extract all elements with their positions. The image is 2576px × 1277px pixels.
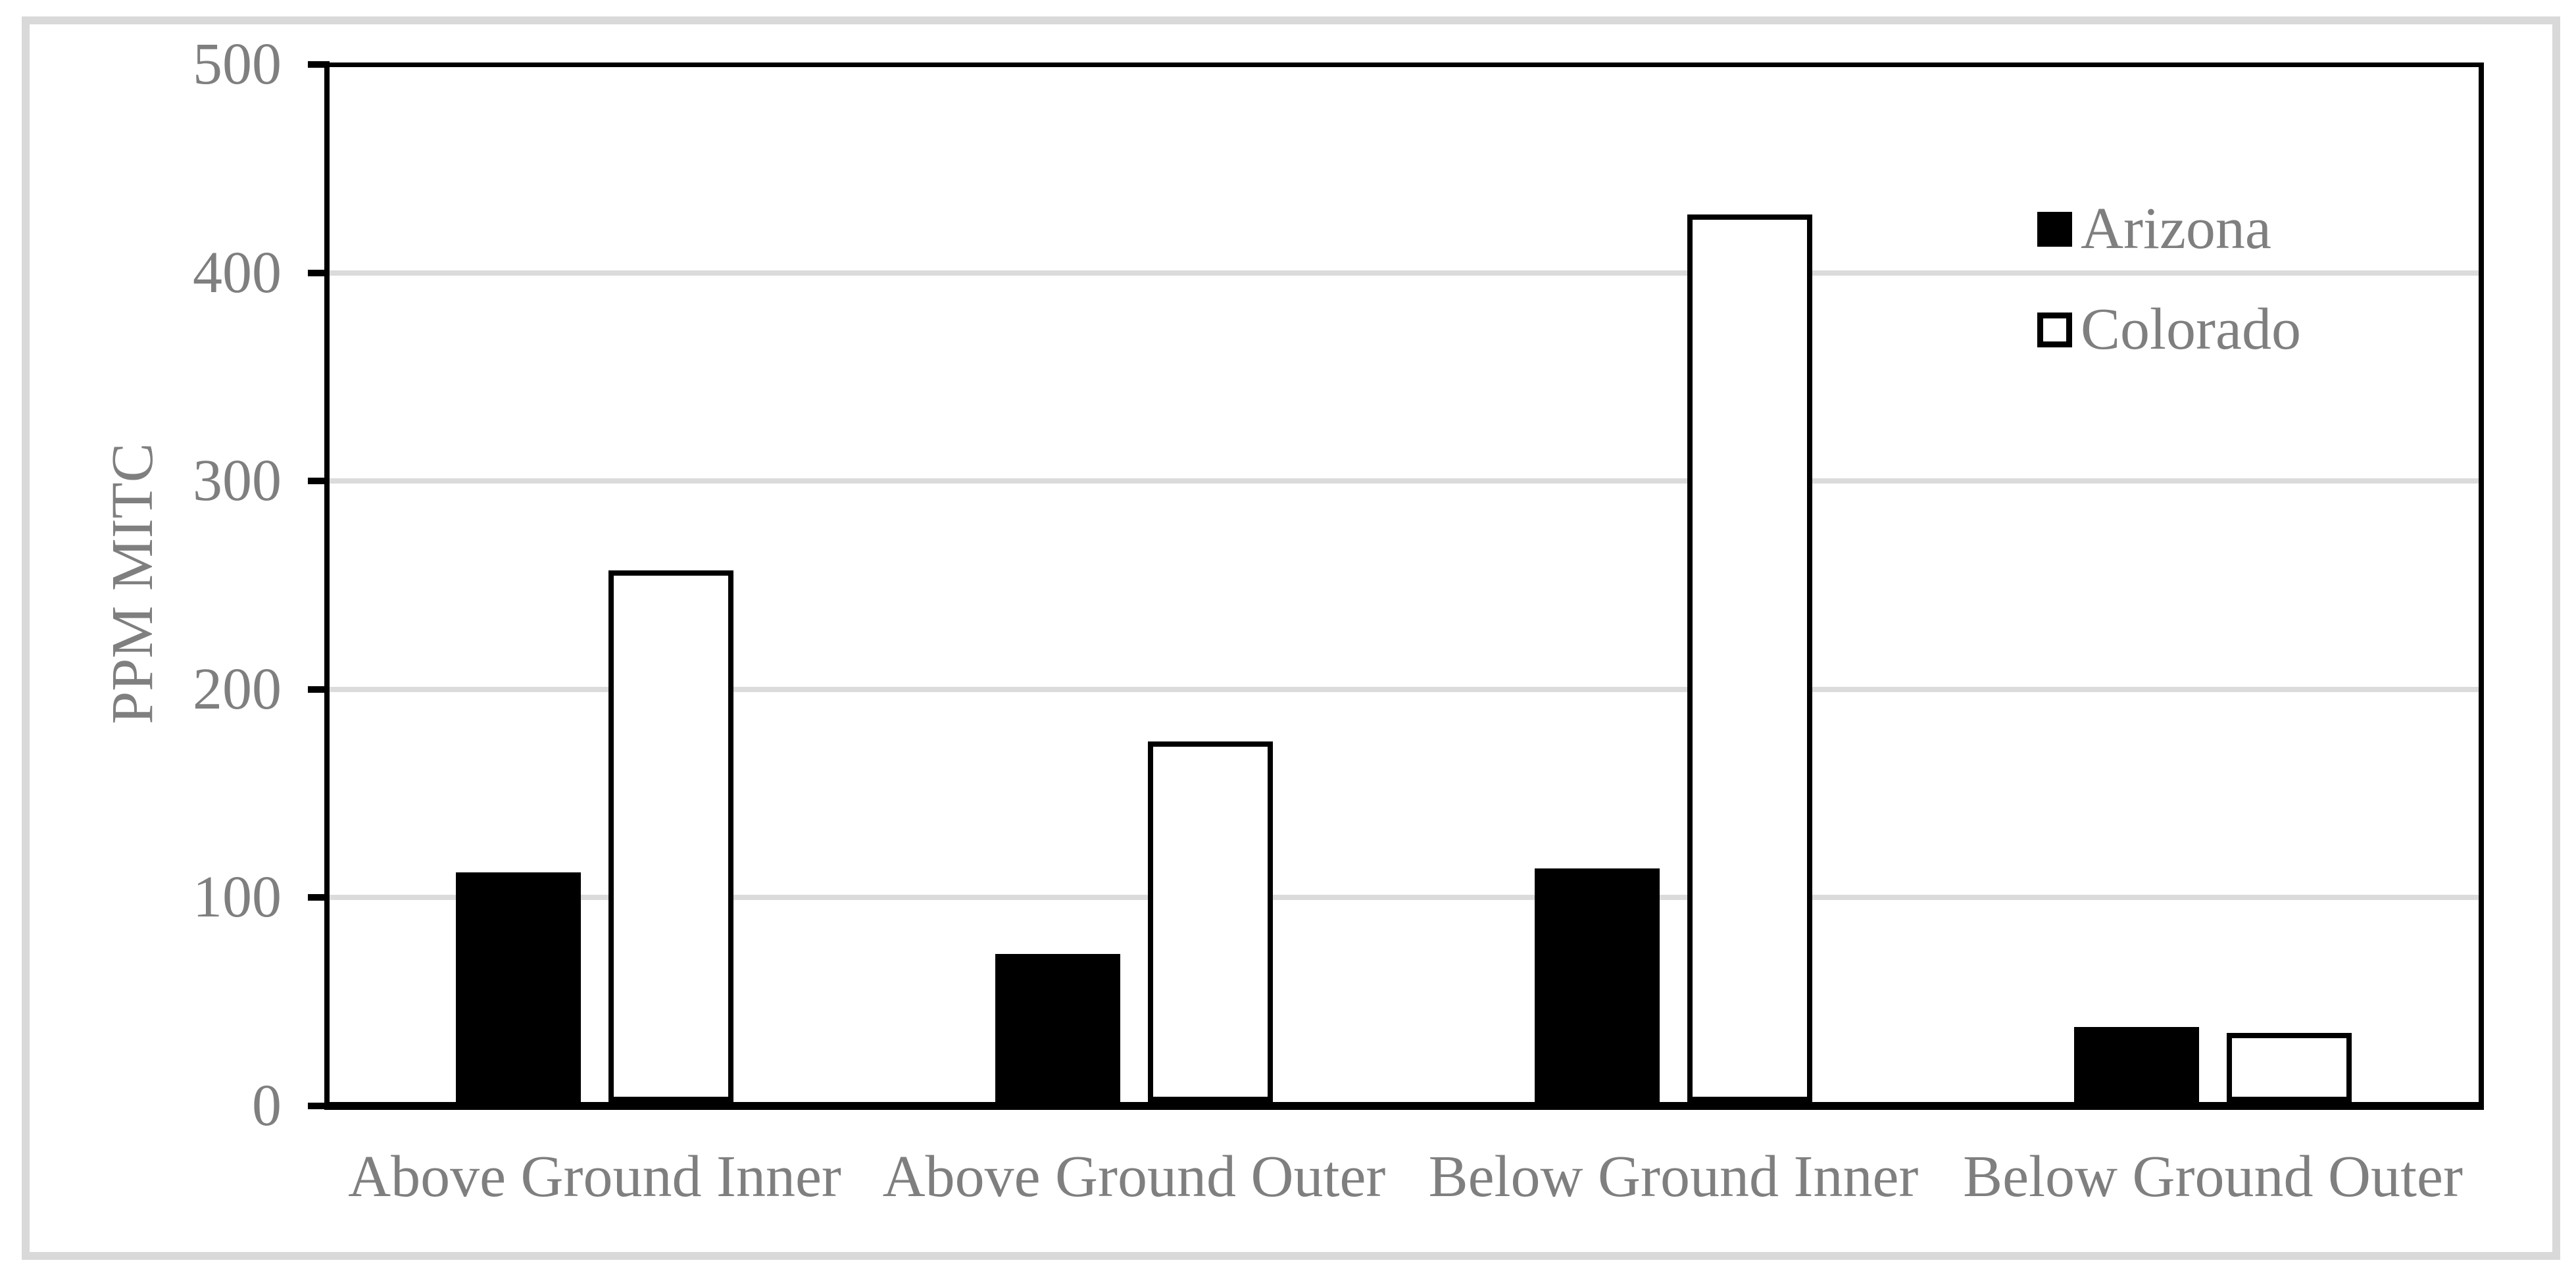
- y-axis-tick-100: [308, 894, 330, 901]
- gridline-200: [330, 687, 2479, 692]
- gridline-400: [330, 270, 2479, 276]
- gridline-100: [330, 895, 2479, 900]
- arizona-swatch-icon: [2037, 212, 2072, 247]
- y-tick-label-200: 200: [193, 657, 282, 722]
- colorado-swatch-icon: [2037, 313, 2072, 347]
- bar-colorado-below-ground-inner: [1687, 214, 1812, 1102]
- x-axis-label-below-ground-inner: Below Ground Inner: [1428, 1144, 1919, 1209]
- legend-label-colorado: Colorado: [2081, 297, 2301, 362]
- x-axis-label-above-ground-inner: Above Ground Inner: [348, 1144, 841, 1209]
- y-tick-label-300: 300: [193, 448, 282, 513]
- y-tick-label-0: 0: [252, 1073, 282, 1138]
- bar-colorado-above-ground-inner: [608, 570, 733, 1102]
- y-tick-label-400: 400: [193, 240, 282, 305]
- y-tick-label-500: 500: [193, 32, 282, 97]
- bar-arizona-above-ground-outer: [995, 953, 1120, 1102]
- y-axis-tick-300: [308, 478, 330, 484]
- bar-arizona-below-ground-inner: [1535, 868, 1660, 1102]
- bar-colorado-below-ground-outer: [2227, 1033, 2352, 1102]
- y-axis-tick-500: [308, 61, 330, 68]
- figure-frame: [22, 16, 2560, 1260]
- x-axis-label-above-ground-outer: Above Ground Outer: [882, 1144, 1386, 1209]
- bar-arizona-below-ground-outer: [2074, 1026, 2199, 1102]
- gridline-300: [330, 478, 2479, 484]
- y-axis-title: PPM MITC: [100, 443, 165, 724]
- y-axis-tick-0: [308, 1103, 330, 1109]
- bar-arizona-above-ground-inner: [456, 872, 581, 1102]
- y-tick-label-100: 100: [193, 864, 282, 930]
- bar-colorado-above-ground-outer: [1148, 741, 1273, 1102]
- y-axis-tick-200: [308, 686, 330, 693]
- legend-label-arizona: Arizona: [2081, 196, 2271, 261]
- y-axis-tick-400: [308, 270, 330, 276]
- x-axis-label-below-ground-outer: Below Ground Outer: [1963, 1144, 2463, 1209]
